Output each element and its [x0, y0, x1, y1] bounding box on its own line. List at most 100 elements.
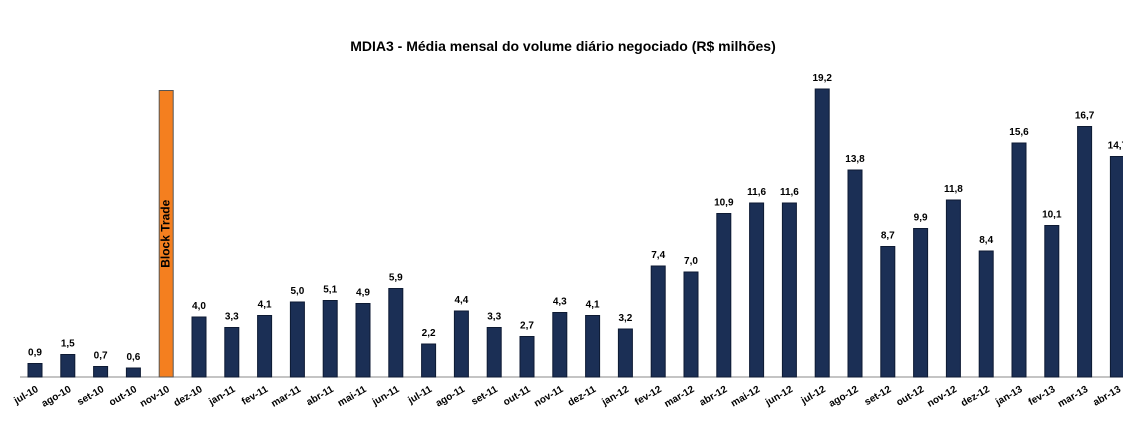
- value-label: 4,1: [258, 300, 272, 311]
- bar: [355, 303, 371, 378]
- bar: [913, 228, 929, 378]
- bar: [1011, 142, 1027, 378]
- x-tick-label: jul-12: [799, 384, 828, 407]
- x-tick-label: fev-11: [240, 384, 270, 408]
- x-tick-label: mar-12: [663, 384, 697, 410]
- x-tick-label: nov-10: [138, 384, 172, 410]
- value-label: 10,1: [1042, 210, 1062, 221]
- value-label: 2,7: [520, 321, 534, 332]
- bar: [749, 202, 765, 378]
- value-label: 11,6: [780, 187, 799, 198]
- bar: [125, 367, 141, 378]
- bar: [617, 328, 633, 378]
- bar: [1109, 156, 1123, 378]
- x-tick-label: ago-12: [827, 384, 861, 410]
- x-tick-label: set-12: [863, 384, 894, 408]
- bar: [322, 300, 338, 378]
- value-label: 9,9: [914, 213, 928, 224]
- bar: [1077, 126, 1093, 378]
- bar: [388, 288, 404, 378]
- x-tick-label: jul-10: [12, 384, 41, 407]
- x-tick-label: jan-13: [993, 384, 1025, 409]
- x-tick-label: jun-11: [370, 384, 402, 409]
- x-tick-label: jan-11: [206, 384, 237, 408]
- bar: [683, 271, 699, 378]
- value-label: 0,9: [28, 348, 42, 359]
- x-tick-label: ago-10: [40, 384, 74, 410]
- bar: [781, 202, 797, 378]
- value-label: 16,7: [1075, 111, 1095, 122]
- value-label: 13,8: [845, 154, 865, 165]
- value-label: 3,3: [487, 312, 501, 323]
- bar: [257, 315, 273, 378]
- bar: [60, 354, 76, 378]
- value-label: 8,4: [979, 235, 993, 246]
- value-label: 0,6: [126, 352, 140, 363]
- x-tick-label: fev-13: [1027, 384, 1058, 408]
- x-tick-label: fev-12: [633, 384, 664, 408]
- bar: [1044, 225, 1060, 378]
- bar: [585, 315, 601, 378]
- bar: [945, 199, 961, 378]
- x-tick-label: jan-12: [600, 384, 632, 409]
- bar: [847, 169, 863, 378]
- bar: [519, 336, 535, 378]
- chart-title: MDIA3 - Média mensal do volume diário ne…: [350, 38, 776, 54]
- value-label: 3,3: [225, 312, 239, 323]
- value-label: 3,2: [618, 313, 632, 324]
- bar: [289, 301, 305, 378]
- x-tick-label: dez-10: [172, 384, 205, 409]
- bar: [716, 213, 732, 378]
- x-tick-label: nov-11: [532, 384, 565, 410]
- bar: [191, 316, 207, 378]
- x-tick-label: set-10: [76, 384, 107, 408]
- value-label: 0,7: [94, 351, 108, 362]
- value-label: 14,7: [1108, 141, 1123, 152]
- value-label: 1,5: [61, 339, 75, 350]
- x-tick-label: abr-12: [698, 384, 730, 409]
- x-tick-label: abr-13: [1091, 384, 1123, 409]
- x-tick-label: mar-11: [269, 384, 303, 410]
- bar: [650, 265, 666, 378]
- x-tick-label: mai-11: [336, 384, 369, 409]
- bar: [453, 310, 469, 378]
- value-label: 4,0: [192, 301, 206, 312]
- x-tick-label: out-11: [501, 384, 532, 408]
- bar: [486, 327, 502, 378]
- x-tick-label: nov-12: [925, 384, 959, 410]
- bar: [27, 363, 43, 378]
- x-tick-label: mar-13: [1056, 384, 1090, 410]
- value-label: 5,0: [290, 286, 304, 297]
- x-tick-label: mai-12: [729, 384, 762, 410]
- x-tick-label: dez-11: [566, 384, 598, 409]
- bar: [880, 246, 896, 378]
- x-tick-label: jun-12: [763, 384, 795, 409]
- value-label: 11,6: [747, 187, 766, 198]
- value-label: 4,9: [356, 288, 370, 299]
- value-label: 10,9: [714, 198, 734, 209]
- value-label: 2,2: [422, 328, 436, 339]
- value-label: 7,0: [684, 256, 698, 267]
- x-tick-label: jul-11: [406, 384, 435, 407]
- value-label: 11,8: [944, 184, 963, 195]
- value-label: 4,4: [454, 295, 468, 306]
- value-label: 8,7: [881, 231, 895, 242]
- x-tick-label: abr-11: [305, 384, 336, 408]
- bar: [978, 250, 994, 378]
- annotation: Block Trade: [158, 199, 172, 267]
- value-label: 15,6: [1009, 127, 1029, 138]
- bar: [224, 327, 240, 378]
- value-label: 5,1: [323, 285, 337, 296]
- x-tick-label: ago-11: [434, 384, 467, 410]
- bar: [421, 343, 437, 378]
- x-tick-label: dez-12: [959, 384, 992, 409]
- bar: [552, 312, 568, 378]
- bar: [158, 90, 174, 378]
- x-tick-label: out-10: [107, 384, 139, 409]
- value-label: 7,4: [651, 250, 665, 261]
- value-label: 5,9: [389, 273, 403, 284]
- bar: [814, 88, 830, 378]
- x-tick-label: out-12: [895, 384, 927, 409]
- bar: [93, 366, 109, 378]
